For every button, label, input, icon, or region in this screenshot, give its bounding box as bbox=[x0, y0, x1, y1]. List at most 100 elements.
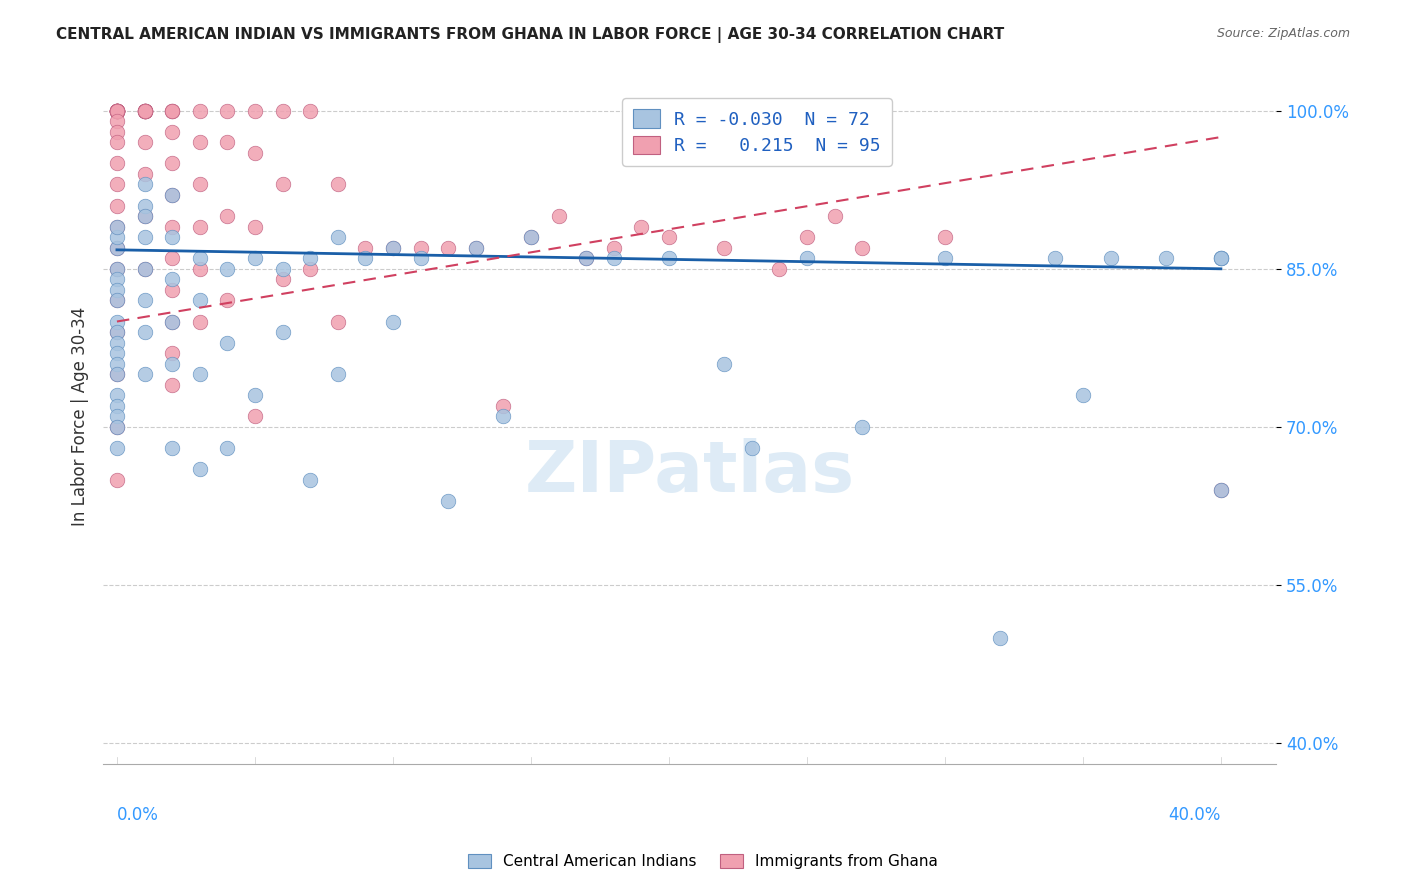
Point bbox=[160, 230, 183, 244]
Point bbox=[1154, 252, 1177, 266]
Point bbox=[105, 293, 128, 308]
Point bbox=[105, 272, 128, 286]
Point bbox=[188, 219, 211, 234]
Point bbox=[105, 103, 128, 118]
Point bbox=[409, 241, 432, 255]
Text: CENTRAL AMERICAN INDIAN VS IMMIGRANTS FROM GHANA IN LABOR FORCE | AGE 30-34 CORR: CENTRAL AMERICAN INDIAN VS IMMIGRANTS FR… bbox=[56, 27, 1004, 43]
Point bbox=[160, 377, 183, 392]
Point bbox=[1209, 252, 1232, 266]
Point bbox=[1045, 252, 1067, 266]
Point bbox=[299, 261, 322, 276]
Point bbox=[105, 293, 128, 308]
Point bbox=[658, 230, 681, 244]
Legend: R = -0.030  N = 72, R =   0.215  N = 95: R = -0.030 N = 72, R = 0.215 N = 95 bbox=[621, 98, 891, 166]
Point bbox=[217, 136, 239, 150]
Point bbox=[105, 230, 128, 244]
Point bbox=[326, 230, 349, 244]
Point bbox=[105, 103, 128, 118]
Point bbox=[851, 420, 873, 434]
Point bbox=[243, 145, 266, 160]
Point bbox=[326, 368, 349, 382]
Point bbox=[160, 252, 183, 266]
Point bbox=[602, 241, 624, 255]
Point bbox=[1209, 252, 1232, 266]
Point bbox=[271, 325, 294, 339]
Point bbox=[160, 272, 183, 286]
Point bbox=[354, 241, 377, 255]
Point bbox=[105, 368, 128, 382]
Point bbox=[299, 473, 322, 487]
Point bbox=[105, 156, 128, 170]
Text: ZIPatlas: ZIPatlas bbox=[524, 438, 855, 507]
Point bbox=[188, 368, 211, 382]
Point bbox=[160, 188, 183, 202]
Point bbox=[105, 388, 128, 402]
Point bbox=[105, 283, 128, 297]
Point bbox=[105, 219, 128, 234]
Point bbox=[188, 462, 211, 476]
Point bbox=[105, 368, 128, 382]
Point bbox=[381, 314, 404, 328]
Point bbox=[160, 103, 183, 118]
Point bbox=[134, 103, 156, 118]
Point bbox=[105, 103, 128, 118]
Point bbox=[796, 252, 818, 266]
Point bbox=[520, 230, 543, 244]
Point bbox=[217, 441, 239, 455]
Point bbox=[271, 261, 294, 276]
Point bbox=[217, 261, 239, 276]
Point bbox=[134, 103, 156, 118]
Point bbox=[437, 241, 460, 255]
Point bbox=[326, 314, 349, 328]
Point bbox=[768, 261, 790, 276]
Point bbox=[105, 103, 128, 118]
Point bbox=[160, 441, 183, 455]
Point bbox=[105, 103, 128, 118]
Point bbox=[105, 335, 128, 350]
Point bbox=[105, 103, 128, 118]
Point bbox=[160, 156, 183, 170]
Point bbox=[492, 399, 515, 413]
Point bbox=[381, 241, 404, 255]
Point bbox=[105, 103, 128, 118]
Point bbox=[243, 103, 266, 118]
Point bbox=[602, 252, 624, 266]
Point bbox=[326, 178, 349, 192]
Point bbox=[105, 103, 128, 118]
Point bbox=[105, 103, 128, 118]
Point bbox=[217, 335, 239, 350]
Point bbox=[188, 252, 211, 266]
Point bbox=[188, 178, 211, 192]
Point bbox=[134, 103, 156, 118]
Point bbox=[188, 136, 211, 150]
Point bbox=[299, 252, 322, 266]
Point bbox=[105, 325, 128, 339]
Point bbox=[713, 357, 735, 371]
Point bbox=[105, 325, 128, 339]
Point bbox=[1209, 483, 1232, 498]
Point bbox=[134, 103, 156, 118]
Point bbox=[160, 283, 183, 297]
Legend: Central American Indians, Immigrants from Ghana: Central American Indians, Immigrants fro… bbox=[463, 847, 943, 875]
Point bbox=[105, 241, 128, 255]
Point bbox=[934, 230, 956, 244]
Point bbox=[134, 167, 156, 181]
Point bbox=[243, 252, 266, 266]
Point bbox=[741, 441, 763, 455]
Point bbox=[1209, 252, 1232, 266]
Text: 40.0%: 40.0% bbox=[1168, 806, 1220, 824]
Point bbox=[217, 209, 239, 223]
Point bbox=[160, 314, 183, 328]
Point bbox=[243, 219, 266, 234]
Point bbox=[713, 241, 735, 255]
Point bbox=[160, 103, 183, 118]
Point bbox=[188, 314, 211, 328]
Point bbox=[299, 103, 322, 118]
Point bbox=[160, 103, 183, 118]
Point bbox=[105, 261, 128, 276]
Point bbox=[134, 103, 156, 118]
Point bbox=[105, 178, 128, 192]
Point bbox=[105, 219, 128, 234]
Text: Source: ZipAtlas.com: Source: ZipAtlas.com bbox=[1216, 27, 1350, 40]
Point bbox=[134, 103, 156, 118]
